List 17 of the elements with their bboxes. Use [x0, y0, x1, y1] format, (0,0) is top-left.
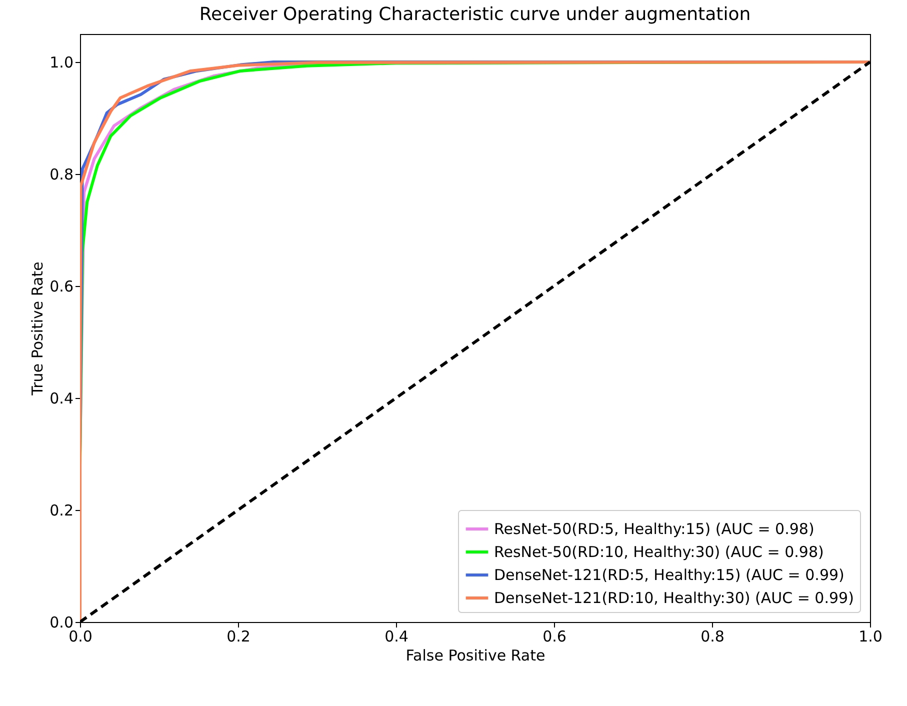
legend-label: DenseNet-121(RD:10, Healthy:30) (AUC = 0.99) [494, 589, 854, 607]
x-tick-label: 0.6 [542, 628, 566, 646]
y-axis-title: True Positive Rate [28, 262, 47, 396]
chart-title: Receiver Operating Characteristic curve under augmentation [199, 4, 751, 25]
legend-label: DenseNet-121(RD:5, Healthy:15) (AUC = 0.99) [494, 566, 844, 584]
y-tick-label: 0.8 [50, 166, 74, 184]
y-tick-label: 1.0 [50, 54, 74, 72]
y-tick-label: 0.4 [50, 390, 74, 408]
x-tick-label: 1.0 [858, 628, 882, 646]
x-tick-label: 0.8 [700, 628, 724, 646]
x-axis-title: False Positive Rate [406, 646, 546, 664]
legend-label: ResNet-50(RD:5, Healthy:15) (AUC = 0.98) [494, 520, 814, 538]
x-tick-label: 0.2 [226, 628, 250, 646]
legend-label: ResNet-50(RD:10, Healthy:30) (AUC = 0.98) [494, 543, 824, 561]
y-tick-label: 0.6 [50, 278, 74, 296]
x-tick-label: 0.4 [384, 628, 408, 646]
y-tick-label: 0.2 [50, 502, 74, 520]
